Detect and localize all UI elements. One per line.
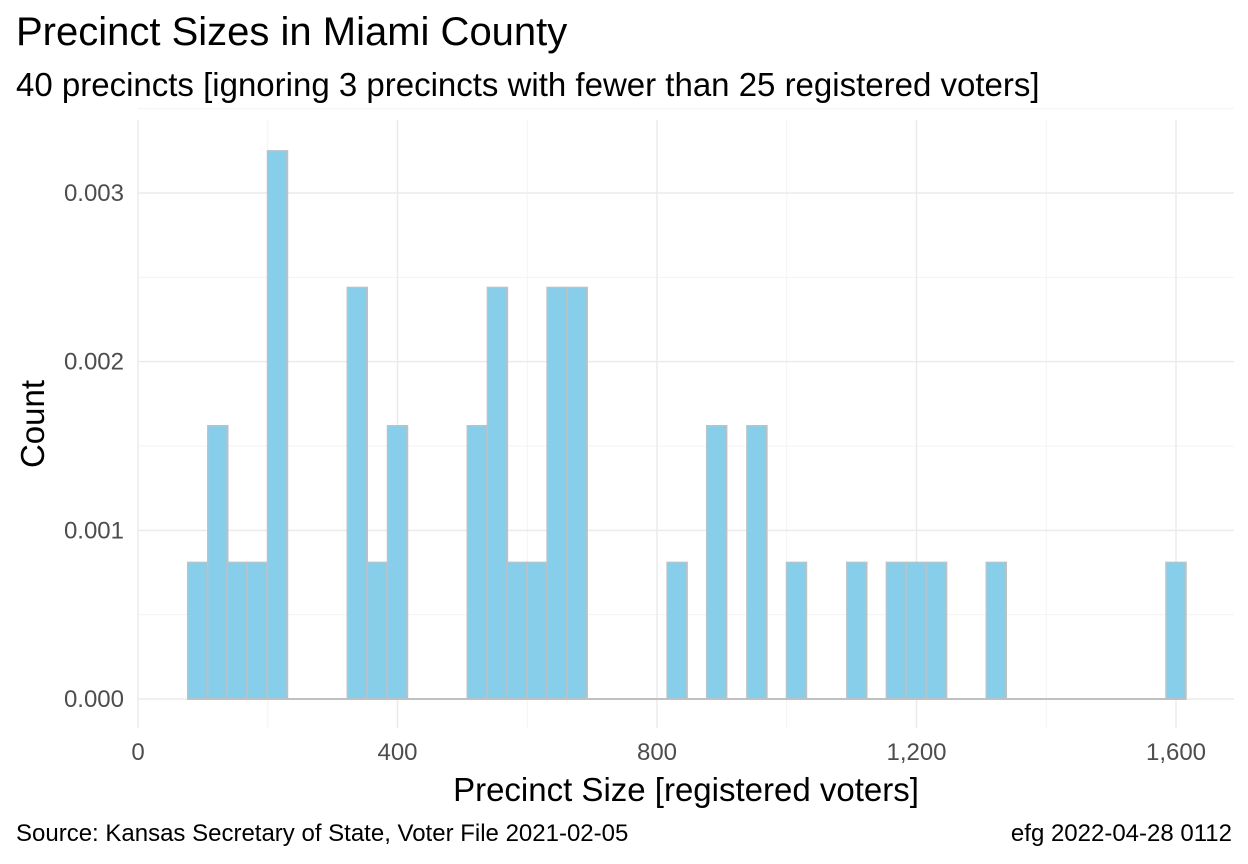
y-axis-title: Count <box>14 380 51 468</box>
x-tick-label: 800 <box>637 739 677 766</box>
histogram-bar <box>785 561 808 700</box>
histogram-bars <box>186 150 1187 700</box>
histogram-bar <box>705 425 728 700</box>
histogram-bar <box>506 561 528 700</box>
x-tick-label: 1,600 <box>1146 739 1206 766</box>
y-tick-label: 0.002 <box>64 349 124 376</box>
y-tick-label: 0.003 <box>64 180 124 207</box>
histogram-bar <box>885 561 908 700</box>
histogram-bar <box>546 286 568 700</box>
x-tick-label: 1,200 <box>886 739 946 766</box>
grid-lines <box>137 108 1234 728</box>
chart-subtitle: 40 precincts [ignoring 3 precincts with … <box>16 66 1040 103</box>
histogram-bar <box>566 286 588 700</box>
histogram-bar <box>526 561 548 700</box>
y-tick-label: 0.001 <box>64 517 124 544</box>
y-tick-labels: 0.000 0.001 0.002 0.003 <box>64 180 124 713</box>
histogram-bar <box>366 561 389 700</box>
histogram-bar <box>466 425 489 700</box>
x-tick-label: 400 <box>377 739 417 766</box>
x-tick-labels: 0 400 800 1,200 1,600 <box>131 739 1206 766</box>
histogram-bar <box>386 425 409 700</box>
histogram-bar <box>486 286 509 700</box>
histogram-bar <box>905 561 928 700</box>
x-axis-title: Precinct Size [registered voters] <box>453 771 919 808</box>
histogram-bar <box>846 561 868 700</box>
histogram-bar <box>226 561 248 700</box>
histogram-bar <box>246 561 269 700</box>
histogram-bar <box>746 425 768 700</box>
histogram-bar <box>186 561 209 700</box>
y-tick-label: 0.000 <box>64 686 124 713</box>
histogram-bar <box>925 561 948 700</box>
histogram-bar <box>1165 561 1187 700</box>
credit-caption: efg 2022-04-28 0112 <box>1010 820 1232 847</box>
histogram-bar <box>985 561 1008 700</box>
chart-title: Precinct Sizes in Miami County <box>16 10 568 54</box>
histogram-bar <box>266 150 289 700</box>
histogram-bar <box>207 425 229 700</box>
x-tick-label: 0 <box>131 739 144 766</box>
histogram-bar <box>346 286 369 700</box>
source-caption: Source: Kansas Secretary of State, Voter… <box>16 820 629 847</box>
histogram-bar <box>666 561 688 700</box>
